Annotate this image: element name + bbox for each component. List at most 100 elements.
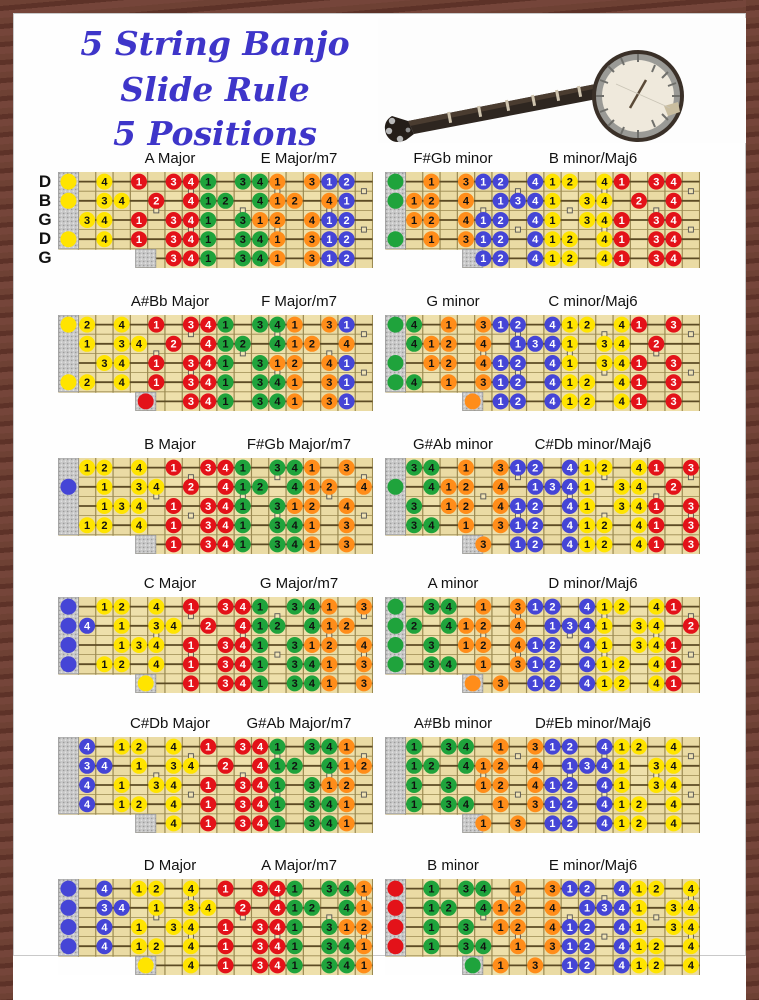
open-string-dot bbox=[387, 899, 404, 916]
svg-text:3: 3 bbox=[498, 678, 504, 690]
finger-dot bbox=[79, 335, 96, 352]
svg-text:3: 3 bbox=[309, 799, 315, 811]
finger-dot bbox=[96, 899, 113, 916]
finger-dot bbox=[252, 796, 269, 813]
finger-dot bbox=[682, 617, 699, 634]
finger-dot bbox=[200, 617, 217, 634]
finger-dot bbox=[321, 598, 338, 615]
svg-text:2: 2 bbox=[361, 922, 367, 934]
finger-dot bbox=[458, 498, 474, 514]
fret-marker bbox=[360, 331, 367, 338]
finger-dot bbox=[234, 478, 251, 495]
finger-dot bbox=[475, 637, 492, 653]
finger-dot bbox=[561, 517, 578, 534]
finger-dot bbox=[475, 815, 492, 832]
svg-text:4: 4 bbox=[549, 922, 556, 934]
svg-text:4: 4 bbox=[153, 601, 160, 613]
fret-marker bbox=[687, 188, 694, 195]
finger-dot bbox=[406, 777, 423, 793]
svg-text:3: 3 bbox=[240, 818, 246, 830]
finger-dot bbox=[79, 459, 96, 476]
svg-text:1: 1 bbox=[292, 922, 298, 934]
svg-text:1: 1 bbox=[205, 253, 211, 265]
svg-text:3: 3 bbox=[636, 621, 642, 633]
svg-text:1: 1 bbox=[584, 501, 590, 513]
finger-dot bbox=[665, 212, 682, 228]
finger-dot bbox=[217, 192, 234, 209]
finger-dot bbox=[217, 919, 234, 935]
svg-text:1: 1 bbox=[101, 482, 107, 494]
finger-dot bbox=[96, 517, 113, 534]
finger-dot bbox=[544, 738, 561, 755]
svg-text:2: 2 bbox=[171, 339, 177, 351]
svg-text:4: 4 bbox=[309, 621, 316, 633]
svg-text:4: 4 bbox=[446, 621, 453, 633]
svg-text:3: 3 bbox=[309, 818, 315, 830]
svg-text:1: 1 bbox=[292, 501, 298, 513]
finger-dot bbox=[148, 637, 165, 653]
finger-dot bbox=[527, 212, 544, 228]
finger-dot bbox=[561, 957, 578, 974]
fret-marker bbox=[274, 651, 281, 658]
finger-dot bbox=[423, 757, 440, 774]
finger-dot bbox=[613, 899, 630, 916]
finger-dot bbox=[200, 316, 217, 333]
finger-dot bbox=[182, 919, 199, 935]
finger-dot bbox=[492, 478, 509, 495]
finger-dot bbox=[561, 250, 578, 267]
svg-text:1: 1 bbox=[636, 377, 642, 389]
svg-text:3: 3 bbox=[688, 539, 694, 551]
open-string-dot bbox=[60, 899, 77, 916]
finger-dot bbox=[200, 231, 217, 248]
svg-text:2: 2 bbox=[257, 482, 263, 494]
finger-dot bbox=[165, 738, 182, 755]
finger-dot bbox=[544, 173, 561, 190]
svg-text:2: 2 bbox=[446, 903, 452, 915]
finger-dot bbox=[234, 738, 251, 755]
finger-dot bbox=[406, 738, 423, 755]
svg-text:1: 1 bbox=[222, 396, 228, 408]
svg-text:4: 4 bbox=[567, 462, 574, 474]
svg-text:1: 1 bbox=[480, 253, 486, 265]
svg-text:1: 1 bbox=[274, 799, 280, 811]
svg-text:2: 2 bbox=[653, 339, 659, 351]
svg-text:4: 4 bbox=[188, 215, 195, 227]
finger-dot bbox=[596, 459, 613, 476]
finger-dot bbox=[579, 517, 596, 534]
finger-dot bbox=[165, 517, 182, 534]
svg-text:1: 1 bbox=[309, 520, 315, 532]
finger-dot bbox=[613, 738, 630, 755]
finger-dot bbox=[286, 335, 303, 352]
open-string-dot bbox=[60, 374, 77, 391]
svg-text:1: 1 bbox=[636, 941, 642, 953]
finger-dot bbox=[579, 899, 596, 916]
finger-dot bbox=[252, 675, 269, 692]
svg-text:4: 4 bbox=[119, 319, 126, 331]
finger-dot bbox=[458, 231, 474, 248]
svg-text:2: 2 bbox=[136, 741, 142, 753]
finger-dot bbox=[182, 598, 199, 615]
finger-dot bbox=[113, 656, 130, 673]
finger-dot bbox=[527, 796, 544, 813]
svg-text:1: 1 bbox=[119, 780, 125, 792]
svg-text:3: 3 bbox=[549, 482, 555, 494]
chord-label-r6-4: E minor/Maj6 bbox=[548, 857, 638, 874]
finger-dot bbox=[96, 212, 113, 228]
svg-text:1: 1 bbox=[136, 234, 142, 246]
finger-dot bbox=[304, 517, 320, 534]
finger-dot bbox=[596, 637, 613, 653]
svg-text:1: 1 bbox=[257, 215, 263, 227]
svg-text:4: 4 bbox=[653, 640, 660, 652]
finger-dot bbox=[423, 656, 440, 673]
svg-text:1: 1 bbox=[567, 319, 573, 331]
svg-text:3: 3 bbox=[688, 501, 694, 513]
finger-dot bbox=[182, 212, 199, 228]
svg-text:3: 3 bbox=[171, 761, 177, 773]
finger-dot bbox=[665, 656, 682, 673]
svg-text:2: 2 bbox=[515, 319, 521, 331]
svg-text:1: 1 bbox=[584, 462, 590, 474]
svg-text:4: 4 bbox=[292, 462, 299, 474]
finger-dot bbox=[355, 598, 372, 615]
svg-text:1: 1 bbox=[257, 659, 263, 671]
svg-text:4: 4 bbox=[584, 678, 591, 690]
